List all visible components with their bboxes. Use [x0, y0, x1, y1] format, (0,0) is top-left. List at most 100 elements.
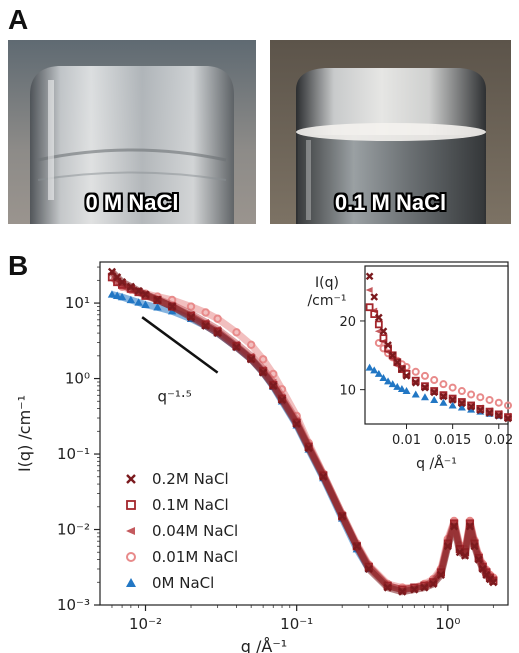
data-point	[277, 395, 287, 405]
legend-marker	[126, 474, 136, 484]
inset-data-point	[457, 387, 466, 396]
data-point	[201, 308, 210, 317]
inset-data-point	[365, 303, 374, 312]
data-point	[186, 302, 196, 311]
legend: 0.2M NaCl 0.1M NaCl 0.04M NaCl 0.01M NaCl 0M…	[126, 470, 238, 592]
inset-data-point	[374, 328, 382, 335]
inset-data-point	[393, 358, 402, 367]
inset-data-point	[485, 409, 494, 417]
inset-data-point	[504, 414, 512, 423]
y-tick-label: 10⁰	[65, 370, 90, 388]
inset-data-point	[384, 341, 392, 349]
inset-data-point	[388, 351, 397, 360]
data-point	[465, 522, 474, 531]
inset-data-point	[411, 367, 420, 376]
inset-data-point	[420, 393, 429, 401]
inset-data-point	[457, 403, 466, 411]
data-point	[153, 295, 162, 304]
inset-data-point	[370, 366, 379, 374]
legend-marker	[126, 500, 136, 510]
x-tick-label: 10⁻²	[129, 615, 162, 633]
data-point	[232, 343, 241, 352]
data-point	[232, 328, 241, 337]
data-point	[259, 368, 268, 377]
data-point	[443, 542, 452, 551]
inset-data-point	[402, 387, 411, 395]
data-point	[478, 564, 487, 574]
data-point	[113, 291, 122, 299]
inset-data-point	[448, 383, 457, 392]
inset-data-point	[379, 327, 388, 336]
inset-data-point	[374, 369, 383, 377]
inset-x-tick-label: 0.015	[434, 433, 471, 448]
data-point	[141, 290, 150, 299]
inset-data-point	[365, 363, 374, 371]
inset-data-point	[458, 399, 466, 408]
inset-series-0	[365, 272, 512, 423]
inset-data-point	[439, 392, 448, 401]
series-0	[107, 267, 498, 596]
inset-data-point	[384, 377, 393, 385]
data-point	[213, 329, 222, 338]
inset-data-point	[494, 398, 503, 407]
data-point	[436, 570, 445, 580]
inset-data-point	[448, 396, 457, 404]
slope-label: q⁻¹·⁵	[157, 387, 191, 405]
y-tick-label: 10⁻¹	[57, 445, 90, 463]
inset-data-point	[421, 383, 429, 392]
data-point	[213, 314, 222, 323]
inset-data-point	[379, 373, 388, 381]
inset-data-point	[448, 401, 457, 409]
inset-data-point	[402, 372, 411, 380]
inset-data-point	[430, 388, 439, 397]
main-axes-frame	[99, 261, 509, 606]
inset-data-point	[365, 287, 373, 294]
photo-label-0-1m: 0.1 M NaCl	[334, 190, 447, 215]
inset-data-point	[370, 293, 379, 301]
data-point	[117, 292, 127, 301]
inset-data-point	[494, 411, 503, 420]
y-axis-label: I(q) /cm⁻¹	[15, 395, 34, 472]
inset-x-label: q /Å⁻¹	[416, 455, 457, 472]
vial-photo-0m: 0 M NaCl	[8, 40, 256, 224]
inset-data-point	[504, 401, 512, 410]
data-point	[258, 355, 268, 364]
slope-line	[141, 316, 219, 374]
data-point	[118, 277, 127, 287]
inset-data-point	[398, 365, 406, 373]
data-point	[304, 444, 313, 453]
inset-data-point	[365, 272, 374, 281]
inset-data-point	[439, 398, 448, 406]
inset-data-point	[374, 320, 383, 329]
legend-marker	[126, 578, 136, 587]
legend-marker	[126, 552, 136, 562]
data-point	[470, 542, 479, 551]
data-point	[269, 381, 278, 390]
data-point	[474, 555, 483, 564]
data-point	[319, 472, 328, 481]
inset-data-point	[411, 378, 420, 387]
data-point	[398, 587, 407, 596]
inset-y-label-line2: /cm⁻¹	[307, 293, 346, 309]
inset-y-label-line1: I(q)	[315, 275, 339, 291]
data-point	[364, 564, 373, 574]
inset-data-point	[467, 402, 475, 411]
main-plot: 10⁻² 10⁻¹ 10⁰ 10¹ 10⁰ 10⁻¹ 10⁻² 10⁻³ q /Å⁻¹ I(q) …	[15, 261, 509, 653]
data-point	[186, 313, 196, 322]
vial-image-turbid	[270, 40, 511, 224]
inset-data-point	[476, 406, 485, 415]
inset-data-point	[398, 365, 406, 373]
x-tick-label: 10⁰	[435, 615, 460, 633]
panel-a-label: A	[8, 4, 29, 35]
y-tick-label: 10⁻²	[57, 521, 90, 539]
data-point	[134, 298, 143, 306]
inset-data-point	[374, 313, 383, 322]
data-point	[167, 307, 177, 315]
data-point	[201, 321, 210, 330]
photo-label-0m: 0 M NaCl	[85, 190, 179, 215]
data-point	[450, 522, 459, 531]
data-point	[107, 290, 117, 298]
data-point	[247, 355, 256, 364]
vial-image-clear	[8, 40, 256, 224]
